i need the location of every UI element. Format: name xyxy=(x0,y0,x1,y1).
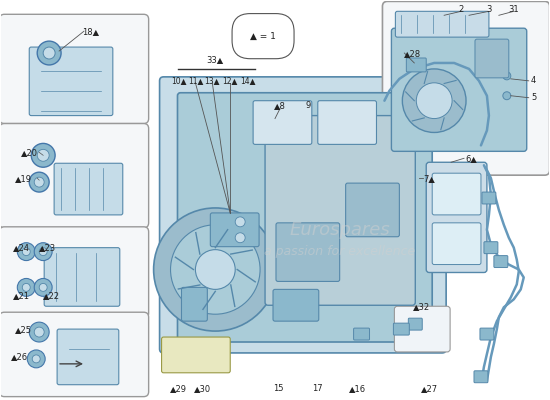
Circle shape xyxy=(29,172,49,192)
Circle shape xyxy=(32,355,40,363)
Circle shape xyxy=(170,225,260,314)
Text: Eurospares: Eurospares xyxy=(289,221,390,239)
Text: 18▲: 18▲ xyxy=(82,27,100,36)
FancyBboxPatch shape xyxy=(354,328,370,340)
Text: 13▲: 13▲ xyxy=(205,76,220,85)
Text: 17: 17 xyxy=(312,384,323,393)
Text: ▲21: ▲21 xyxy=(13,291,30,300)
Text: 10▲: 10▲ xyxy=(170,76,186,85)
Text: 4: 4 xyxy=(531,76,536,85)
FancyBboxPatch shape xyxy=(54,163,123,215)
FancyBboxPatch shape xyxy=(382,1,549,175)
FancyBboxPatch shape xyxy=(0,227,148,318)
Circle shape xyxy=(34,243,52,260)
Circle shape xyxy=(43,47,55,59)
FancyBboxPatch shape xyxy=(0,312,148,397)
FancyBboxPatch shape xyxy=(432,173,481,215)
Circle shape xyxy=(34,327,44,337)
FancyBboxPatch shape xyxy=(406,58,426,72)
FancyBboxPatch shape xyxy=(426,162,487,272)
FancyBboxPatch shape xyxy=(474,371,488,383)
Text: a passion for excellence: a passion for excellence xyxy=(264,245,415,258)
FancyBboxPatch shape xyxy=(57,329,119,385)
FancyBboxPatch shape xyxy=(408,318,422,330)
Text: 11▲: 11▲ xyxy=(188,76,203,85)
Text: 31: 31 xyxy=(509,5,519,14)
FancyBboxPatch shape xyxy=(432,223,481,264)
FancyBboxPatch shape xyxy=(482,192,496,204)
Text: 7▲: 7▲ xyxy=(424,174,435,183)
Circle shape xyxy=(503,92,511,100)
FancyBboxPatch shape xyxy=(393,323,409,335)
Circle shape xyxy=(23,284,30,291)
Text: 3: 3 xyxy=(486,5,492,14)
FancyBboxPatch shape xyxy=(29,47,113,116)
Circle shape xyxy=(195,250,235,289)
Circle shape xyxy=(31,143,55,167)
FancyBboxPatch shape xyxy=(210,213,259,247)
FancyBboxPatch shape xyxy=(392,28,527,151)
Text: ▲26: ▲26 xyxy=(12,352,29,362)
Text: 9: 9 xyxy=(305,101,310,110)
Circle shape xyxy=(37,149,49,161)
FancyBboxPatch shape xyxy=(160,77,446,353)
Text: ▲8: ▲8 xyxy=(274,101,286,110)
FancyBboxPatch shape xyxy=(484,242,498,254)
Text: 6▲: 6▲ xyxy=(465,154,477,163)
FancyBboxPatch shape xyxy=(345,183,399,237)
FancyBboxPatch shape xyxy=(318,101,377,144)
FancyBboxPatch shape xyxy=(276,223,340,282)
Text: ▲30: ▲30 xyxy=(194,384,211,393)
FancyBboxPatch shape xyxy=(494,256,508,268)
Circle shape xyxy=(23,248,30,256)
Text: ▲25: ▲25 xyxy=(15,324,32,334)
FancyBboxPatch shape xyxy=(394,306,450,352)
FancyBboxPatch shape xyxy=(0,124,148,228)
Text: ▲24: ▲24 xyxy=(13,243,30,252)
Text: ▲16: ▲16 xyxy=(349,384,366,393)
FancyBboxPatch shape xyxy=(395,11,489,37)
FancyBboxPatch shape xyxy=(265,116,415,305)
FancyBboxPatch shape xyxy=(182,287,207,321)
Circle shape xyxy=(28,350,45,368)
Text: ▲19: ▲19 xyxy=(15,174,32,183)
Text: ▲ = 1: ▲ = 1 xyxy=(250,32,276,41)
Circle shape xyxy=(17,278,35,296)
Text: 33▲: 33▲ xyxy=(207,55,224,64)
Text: ▲27: ▲27 xyxy=(421,384,438,393)
Text: 12▲: 12▲ xyxy=(223,76,238,85)
Circle shape xyxy=(503,72,511,80)
FancyBboxPatch shape xyxy=(273,289,319,321)
Text: ▲32: ▲32 xyxy=(412,302,430,311)
Text: 15: 15 xyxy=(273,384,283,393)
Circle shape xyxy=(403,69,466,132)
Circle shape xyxy=(416,83,452,118)
FancyBboxPatch shape xyxy=(480,328,494,340)
Text: 14▲: 14▲ xyxy=(240,76,256,85)
FancyBboxPatch shape xyxy=(178,93,432,342)
FancyBboxPatch shape xyxy=(253,101,312,144)
Circle shape xyxy=(39,284,47,291)
Text: ▲28: ▲28 xyxy=(404,48,421,58)
FancyBboxPatch shape xyxy=(475,39,509,78)
Text: 2: 2 xyxy=(459,5,464,14)
Text: 5: 5 xyxy=(531,93,536,102)
Circle shape xyxy=(34,177,44,187)
Circle shape xyxy=(17,243,35,260)
Text: ▲20: ▲20 xyxy=(21,148,38,157)
Circle shape xyxy=(34,278,52,296)
Circle shape xyxy=(29,322,49,342)
Circle shape xyxy=(39,248,47,256)
FancyBboxPatch shape xyxy=(44,248,120,306)
FancyBboxPatch shape xyxy=(0,14,148,124)
Circle shape xyxy=(153,208,277,331)
Text: ▲22: ▲22 xyxy=(43,291,60,300)
Circle shape xyxy=(235,217,245,227)
Circle shape xyxy=(235,233,245,243)
Text: ▲23: ▲23 xyxy=(39,243,56,252)
FancyBboxPatch shape xyxy=(162,337,230,373)
Circle shape xyxy=(37,41,61,65)
Text: ▲29: ▲29 xyxy=(170,384,187,393)
